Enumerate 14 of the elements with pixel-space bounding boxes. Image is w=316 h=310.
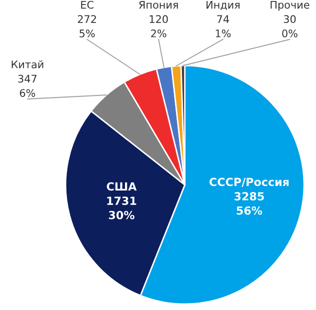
slice-label: Япония bbox=[139, 0, 178, 9]
data-label: 74 1% bbox=[216, 15, 231, 38]
slice-label: СССР/Россия bbox=[210, 178, 289, 188]
data-label: 3285 56% bbox=[234, 192, 264, 215]
slice-label: Китай bbox=[12, 60, 44, 68]
slice-label: Прочие bbox=[270, 0, 310, 11]
slice-label: Индия bbox=[206, 0, 240, 10]
slice-label: США bbox=[106, 182, 137, 191]
data-label: 347 6% bbox=[18, 74, 36, 97]
slice-label: ЕС bbox=[81, 0, 94, 9]
data-label: 272 5% bbox=[78, 15, 96, 38]
data-label: 30 0% bbox=[282, 15, 298, 38]
data-label: 1731 30% bbox=[107, 196, 136, 220]
data-label: 120 2% bbox=[150, 15, 168, 38]
